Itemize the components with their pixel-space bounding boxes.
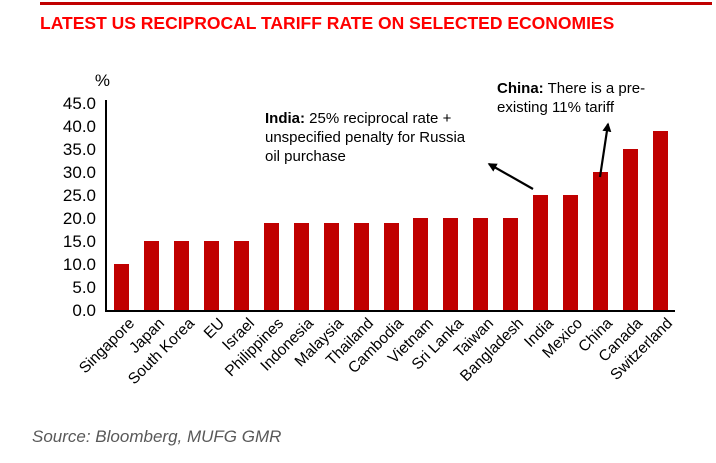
annotation-bold-lead: China: [497,80,544,97]
annotation-text-line: India: 25% reciprocal rate + [265,109,465,128]
bar-india [533,195,548,310]
bar-singapore [114,264,130,310]
y-tick-label: 35.0 [62,139,96,159]
y-tick-label: 40.0 [62,116,96,136]
annotation-text-line: existing 11% tariff [497,99,615,116]
bar-mexico [562,195,578,310]
top-rule [40,2,712,5]
annotation-text-line: China: There is a pre- [497,79,645,98]
bar-indonesia [293,222,309,310]
bar-cambodia [383,222,399,310]
bar-south-korea [174,241,190,310]
y-tick-label: 30.0 [62,162,96,182]
bar-china [592,172,608,310]
y-tick-label: 45.0 [62,93,96,113]
bar-sri-lanka [443,218,459,310]
bar-philippines [263,222,279,310]
bar-japan [144,241,160,310]
bar-canada [622,149,638,310]
y-tick-label: 20.0 [62,208,96,228]
y-tick-label: 0.0 [72,300,96,320]
annotation-text-line: unspecified penalty for Russia [265,129,466,146]
bar-thailand [353,222,369,310]
y-tick-label: 15.0 [62,231,96,251]
bar-taiwan [473,218,489,310]
bar-bangladesh [503,218,519,310]
annotation-india: India: 25% reciprocal rate + unspecified… [265,109,465,166]
plot-area [105,100,675,312]
bar-vietnam [413,218,429,310]
source-note: Source: Bloomberg, MUFG GMR [32,427,282,446]
y-tick-label: 25.0 [62,185,96,205]
bar-switzerland [652,130,668,310]
y-tick-label: 10.0 [62,254,96,274]
bar-malaysia [323,222,339,310]
bar-israel [234,241,249,310]
y-tick-label: 5.0 [72,277,96,297]
annotation-text-line: oil purchase [265,148,346,165]
annotation-text: There is a pre- [543,80,646,97]
annotation-china: China: There is a pre- existing 11% tari… [497,79,645,117]
annotation-text: 25% reciprocal rate + [305,110,452,127]
y-axis-unit-label: % [94,71,110,90]
bar-eu [204,241,220,310]
annotation-bold-lead: India: [265,110,305,127]
page-title: LATEST US RECIPROCAL TARIFF RATE ON SELE… [40,13,615,33]
